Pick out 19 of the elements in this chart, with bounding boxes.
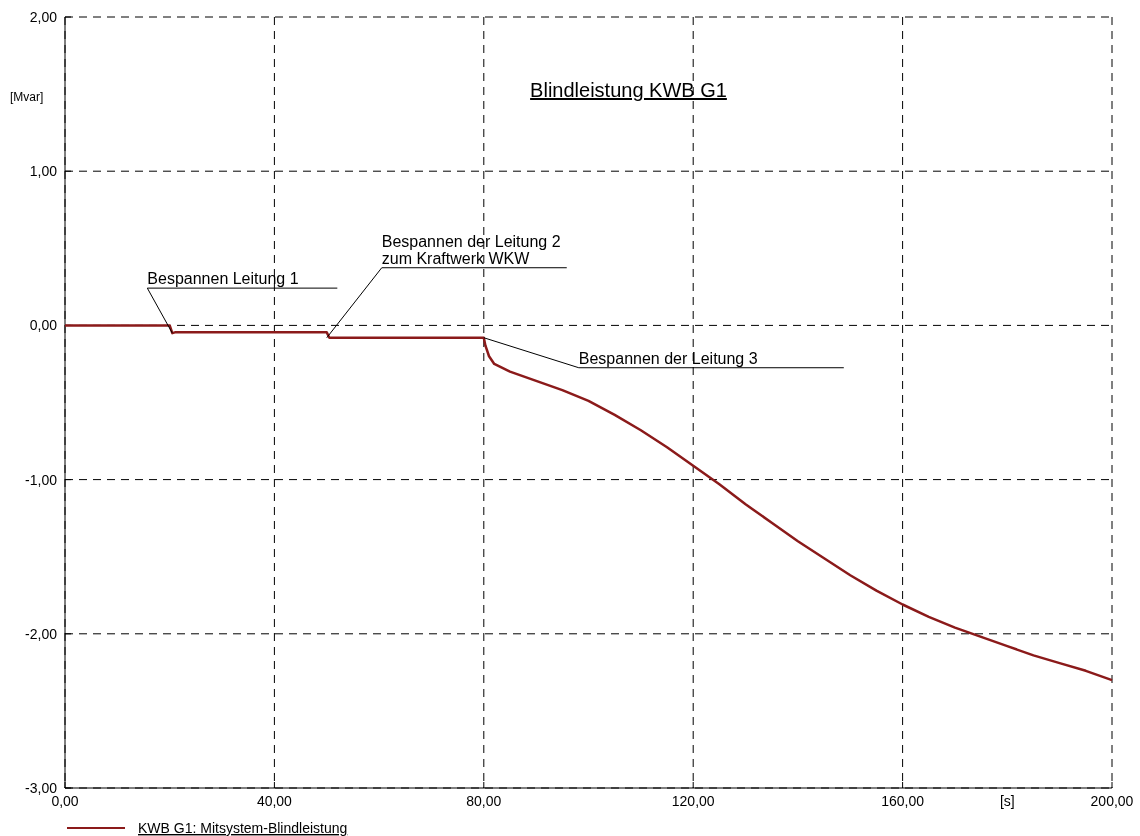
- y-tick-label: -2,00: [25, 625, 58, 642]
- x-tick-label: 80,00: [466, 793, 502, 809]
- y-tick-label: 1,00: [29, 163, 58, 180]
- y-tick-label: 2,00: [29, 9, 58, 25]
- x-tick-label: 40,00: [256, 793, 293, 809]
- x-tick-label: 0,00: [51, 793, 79, 809]
- y-tick-label: 0,00: [29, 317, 58, 334]
- x-tick-label: 160,00: [881, 793, 925, 809]
- y-tick-label: -1,00: [25, 471, 58, 488]
- x-axis-title: [s]: [999, 793, 1015, 809]
- y-tick-label: -3,00: [25, 780, 58, 796]
- text: Blindleistung KWB G1: [530, 79, 727, 101]
- x-tick-label: 120,00: [671, 793, 715, 809]
- annotation: Bespannen Leitung 1: [147, 270, 299, 288]
- y-axis-title: [Mvar]: [10, 90, 44, 104]
- line-series: [63, 324, 1114, 682]
- annotation: Bespannen der Leitung 3: [578, 349, 758, 367]
- x-tick-label: 200,00: [1090, 793, 1134, 809]
- legend-label: KWB G1: Mitsystem-Blindleistung: [138, 820, 348, 836]
